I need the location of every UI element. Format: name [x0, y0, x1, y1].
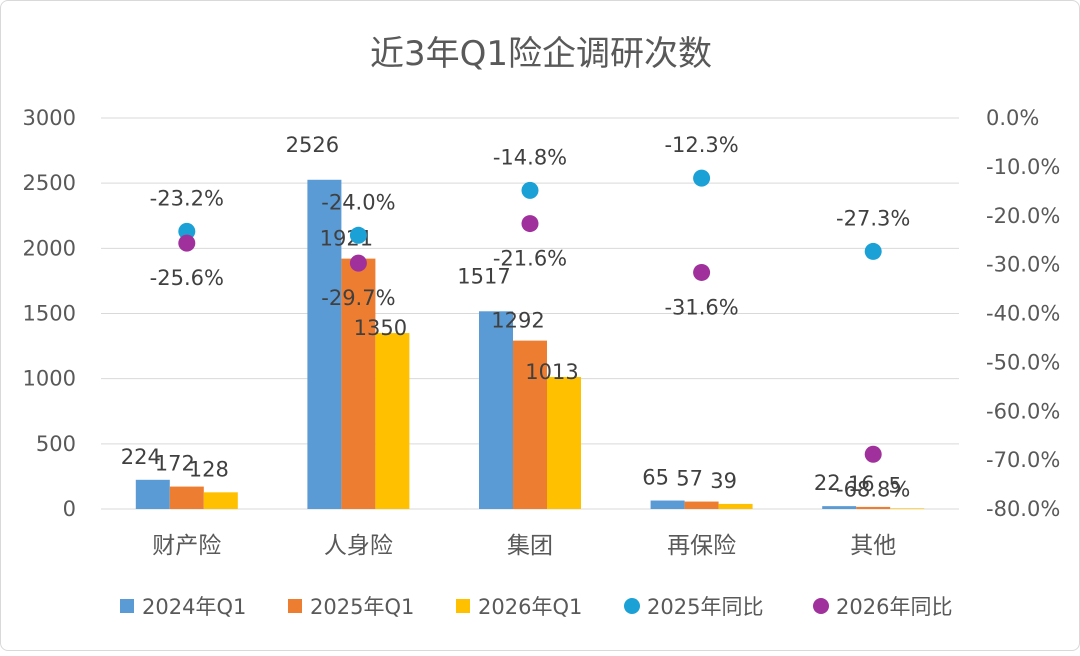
point-2026年同比	[693, 263, 711, 281]
chart-title: 近3年Q1险企调研次数	[370, 34, 712, 74]
legend-label: 2025年Q1	[310, 595, 414, 619]
point-data-label: -24.0%	[321, 190, 395, 214]
category-label: 再保险	[667, 533, 736, 559]
bar-data-label: 57	[676, 467, 703, 491]
bar-data-label: 128	[189, 457, 229, 481]
legend-label: 2026年Q1	[478, 595, 582, 619]
bar-data-label: 2526	[286, 133, 339, 157]
legend-swatch-2026年同比	[813, 598, 829, 614]
bar-2025年Q1	[513, 340, 547, 509]
bar-2024年Q1	[135, 479, 170, 509]
point-2025年同比	[521, 181, 539, 199]
legend-swatch-2026年Q1	[456, 599, 470, 613]
legend-label: 2025年同比	[647, 595, 763, 619]
right-axis-tick-label: -40.0%	[986, 302, 1060, 326]
category-label: 其他	[850, 533, 896, 559]
category-label: 财产险	[152, 533, 221, 559]
bar-2024年Q1	[479, 311, 513, 509]
point-data-label: -27.3%	[836, 206, 910, 230]
right-axis-tick-label: -20.0%	[986, 204, 1060, 228]
bar-2026年Q1	[375, 333, 410, 509]
bar-data-label: 1350	[354, 316, 407, 340]
right-axis-tick-label: -50.0%	[986, 350, 1060, 374]
right-axis-tick-label: -30.0%	[986, 253, 1060, 277]
bar-2026年Q1	[890, 508, 925, 509]
bar-2024年Q1	[650, 500, 685, 509]
point-2025年同比	[693, 169, 711, 187]
right-axis-tick-label: -10.0%	[986, 155, 1060, 179]
bar-data-label: 22	[814, 471, 841, 495]
bar-data-label: 1013	[525, 360, 578, 384]
point-2026年同比	[521, 215, 539, 233]
point-data-label: -68.8%	[836, 477, 910, 501]
point-data-label: -21.6%	[493, 247, 567, 271]
legend-swatch-2024年Q1	[120, 599, 134, 613]
point-data-label: -25.6%	[150, 266, 224, 290]
bar-2026年Q1	[547, 376, 581, 509]
right-axis-ticks: -80.0% -70.0% -60.0% -50.0% -40.0% -30.0% -20.…	[986, 106, 1060, 521]
bar-2025年Q1	[856, 506, 891, 509]
left-axis-tick-label: 500	[36, 432, 76, 456]
bar-2025年Q1	[169, 486, 204, 509]
point-2026年同比	[864, 445, 882, 463]
legend-swatch-2025年Q1	[288, 599, 302, 613]
point-2025年同比	[864, 242, 882, 260]
right-axis-tick-label: -80.0%	[986, 497, 1060, 521]
left-axis-tick-label: 1500	[23, 302, 76, 326]
point-2025年同比	[178, 222, 196, 240]
bar-data-label: 16	[848, 472, 875, 496]
bar-2025年Q1	[684, 501, 719, 509]
scatter-series	[178, 169, 882, 463]
bar-data-label: 5	[889, 473, 902, 497]
point-data-label: -14.8%	[493, 145, 567, 169]
point-2025年同比	[349, 226, 367, 244]
left-axis-tick-label: 0	[63, 497, 76, 521]
bar-data-label: 39	[710, 469, 737, 493]
legend-label: 2026年同比	[836, 595, 952, 619]
right-axis-tick-label: -70.0%	[986, 448, 1060, 472]
point-2026年同比	[178, 234, 196, 252]
bar-2026年Q1	[718, 503, 753, 509]
bar-2024年Q1	[822, 506, 857, 509]
legend: 2024年Q1 2025年Q1 2026年Q1 2025年同比 2026年同比	[120, 595, 952, 619]
bar-2024年Q1	[307, 179, 342, 509]
category-axis-labels: 财产险 人身险 集团 再保险 其他	[152, 533, 896, 559]
bar-series	[135, 179, 925, 509]
legend-swatch-2025年同比	[624, 598, 640, 614]
bar-data-label: 65	[642, 466, 669, 490]
category-label: 人身险	[324, 533, 393, 559]
left-axis-tick-label: 2000	[23, 236, 76, 260]
bar-data-label: 224	[121, 445, 161, 469]
right-axis-tick-label: -60.0%	[986, 399, 1060, 423]
bar-data-label: 1517	[457, 264, 510, 288]
scatter-data-labels: -23.2% -25.6% -24.0% -29.7% -14.8% -21.6% -12.…	[150, 133, 911, 501]
legend-label: 2024年Q1	[142, 595, 246, 619]
bar-data-label: 172	[155, 452, 195, 476]
point-data-label: -29.7%	[321, 286, 395, 310]
left-axis-tick-label: 3000	[23, 106, 76, 130]
point-data-label: -31.6%	[664, 295, 738, 319]
point-2026年同比	[349, 254, 367, 272]
left-axis-ticks: 0 500 1000 1500 2000 2500 3000	[23, 106, 76, 521]
bar-2025年Q1	[341, 258, 376, 509]
category-label: 集团	[507, 533, 553, 559]
left-axis-tick-label: 2500	[23, 171, 76, 195]
right-axis-tick-label: 0.0%	[986, 106, 1039, 130]
left-axis-tick-label: 1000	[23, 367, 76, 391]
bar-2026年Q1	[203, 492, 238, 509]
point-data-label: -12.3%	[664, 133, 738, 157]
point-data-label: -23.2%	[150, 186, 224, 210]
bar-data-label: 1292	[491, 309, 544, 333]
